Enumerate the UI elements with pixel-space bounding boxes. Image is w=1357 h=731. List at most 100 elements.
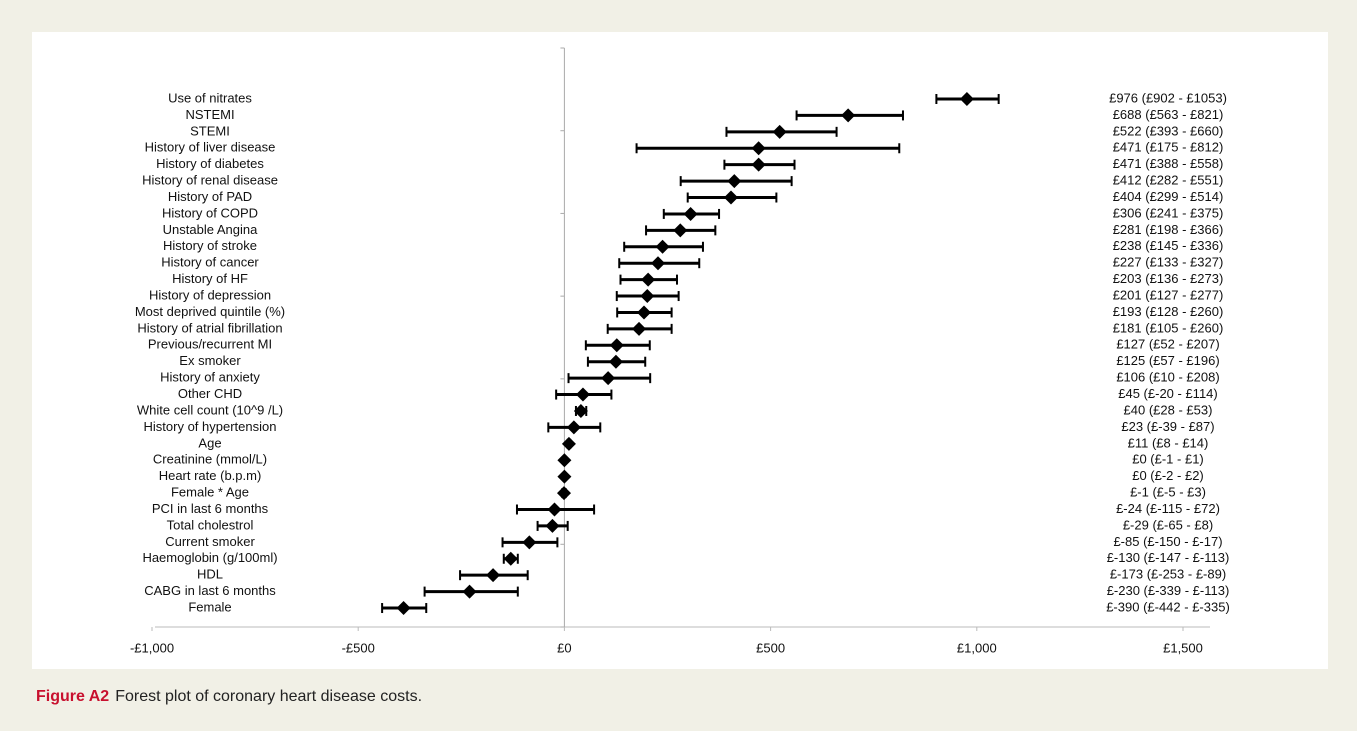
x-tick-label: £1,500	[1163, 640, 1203, 655]
point-estimate	[547, 502, 562, 517]
value-label: £-1 (£-5 - £3)	[1130, 485, 1206, 500]
figure-caption: Figure A2 Forest plot of coronary heart d…	[36, 688, 422, 706]
point-estimate	[772, 124, 787, 139]
category-label: Use of nitrates	[168, 90, 252, 105]
point-estimate	[673, 223, 688, 238]
category-label: Ex smoker	[179, 353, 241, 368]
point-estimate	[959, 92, 974, 106]
x-tick-label: -£1,000	[130, 640, 174, 655]
value-label: £306 (£241 - £375)	[1113, 205, 1224, 220]
value-label: £127 (£52 - £207)	[1116, 337, 1219, 352]
point-estimate	[727, 174, 742, 189]
category-label: Heart rate (b.p.m)	[159, 468, 262, 483]
value-label: £976 (£902 - £1053)	[1109, 90, 1227, 105]
plot-background	[32, 32, 1328, 669]
point-estimate	[841, 108, 856, 123]
value-label: £0 (£-2 - £2)	[1132, 468, 1204, 483]
point-estimate	[632, 321, 647, 336]
category-label: CABG in last 6 months	[144, 583, 276, 598]
point-estimate	[396, 601, 411, 616]
category-label: Female * Age	[171, 485, 249, 500]
category-label: History of COPD	[162, 205, 258, 220]
value-label: £23 (£-39 - £87)	[1121, 419, 1214, 434]
category-label: History of HF	[172, 271, 248, 286]
x-tick-label: -£500	[342, 640, 375, 655]
value-label: £404 (£299 - £514)	[1113, 189, 1224, 204]
point-estimate	[651, 256, 666, 271]
point-estimate	[561, 436, 576, 451]
value-label: £11 (£8 - £14)	[1128, 435, 1209, 450]
value-label: £203 (£136 - £273)	[1113, 271, 1224, 286]
value-label: £227 (£133 - £327)	[1113, 255, 1224, 270]
category-label: Female	[188, 599, 231, 614]
category-label: History of stroke	[163, 238, 257, 253]
point-estimate	[751, 157, 766, 172]
value-label: £193 (£128 - £260)	[1113, 304, 1224, 319]
value-label: £-130 (£-147 - £-113)	[1107, 550, 1230, 565]
point-estimate	[601, 371, 616, 386]
value-label: £-390 (£-442 - £-335)	[1106, 599, 1230, 614]
category-label: History of diabetes	[156, 156, 264, 171]
x-tick-label: £1,000	[957, 640, 997, 655]
value-label: £238 (£145 - £336)	[1113, 238, 1224, 253]
category-label: NSTEMI	[185, 107, 234, 122]
value-label: £471 (£175 - £812)	[1113, 140, 1224, 155]
value-label: £281 (£198 - £366)	[1113, 222, 1224, 237]
category-label: History of anxiety	[160, 370, 260, 385]
value-label: £-24 (£-115 - £72)	[1116, 501, 1220, 516]
point-estimate	[609, 338, 624, 353]
category-label: History of hypertension	[144, 419, 277, 434]
value-label: £106 (£10 - £208)	[1116, 370, 1219, 385]
point-estimate	[655, 239, 670, 254]
category-label: White cell count (10^9 /L)	[137, 402, 283, 417]
category-label: Previous/recurrent MI	[148, 337, 272, 352]
category-label: History of depression	[149, 287, 271, 302]
category-label: History of PAD	[168, 189, 252, 204]
value-label: £-230 (£-339 - £-113)	[1107, 583, 1230, 598]
point-estimate	[545, 518, 560, 533]
point-estimate	[557, 453, 572, 468]
point-estimate	[503, 551, 518, 566]
value-label: £-85 (£-150 - £-17)	[1113, 534, 1222, 549]
point-estimate	[641, 272, 656, 287]
value-label: £201 (£127 - £277)	[1113, 287, 1224, 302]
category-label: PCI in last 6 months	[152, 501, 269, 516]
point-estimate	[573, 403, 588, 418]
point-estimate	[522, 535, 537, 550]
value-label: £-173 (£-253 - £-89)	[1110, 567, 1226, 582]
x-tick-label: £500	[756, 640, 785, 655]
category-label: Total cholestrol	[167, 517, 254, 532]
category-label: Other CHD	[178, 386, 242, 401]
point-estimate	[640, 289, 655, 304]
point-estimate	[683, 206, 698, 221]
point-estimate	[566, 420, 581, 435]
category-label: Current smoker	[165, 534, 255, 549]
category-label: History of liver disease	[145, 140, 276, 155]
value-label: £0 (£-1 - £1)	[1132, 452, 1204, 467]
category-label: HDL	[197, 567, 223, 582]
category-label: Most deprived quintile (%)	[135, 304, 285, 319]
category-label: STEMI	[190, 123, 230, 138]
point-estimate	[636, 305, 651, 320]
category-label: Haemoglobin (g/100ml)	[142, 550, 277, 565]
category-label: Unstable Angina	[163, 222, 258, 237]
category-label: History of atrial fibrillation	[137, 320, 282, 335]
caption-text: Forest plot of coronary heart disease co…	[115, 688, 423, 705]
value-label: £688 (£563 - £821)	[1113, 107, 1224, 122]
value-label: £181 (£105 - £260)	[1113, 320, 1224, 335]
point-estimate	[751, 141, 766, 156]
chart: -£1,000 -£500 £0 £500 £1,000 £1,500 Use of nit…	[32, 32, 1328, 669]
point-estimate	[724, 190, 739, 205]
point-estimate	[575, 387, 590, 402]
category-label: History of cancer	[161, 255, 259, 270]
figure-label: Figure A2	[36, 688, 110, 705]
value-label: £45 (£-20 - £114)	[1118, 386, 1218, 401]
x-tick-label: £0	[557, 640, 571, 655]
category-label: History of renal disease	[142, 173, 278, 188]
value-label: £-29 (£-65 - £8)	[1123, 517, 1213, 532]
point-estimate	[557, 469, 572, 484]
value-label: £125 (£57 - £196)	[1116, 353, 1219, 368]
point-estimate	[486, 568, 501, 583]
value-label: £412 (£282 - £551)	[1113, 173, 1224, 188]
